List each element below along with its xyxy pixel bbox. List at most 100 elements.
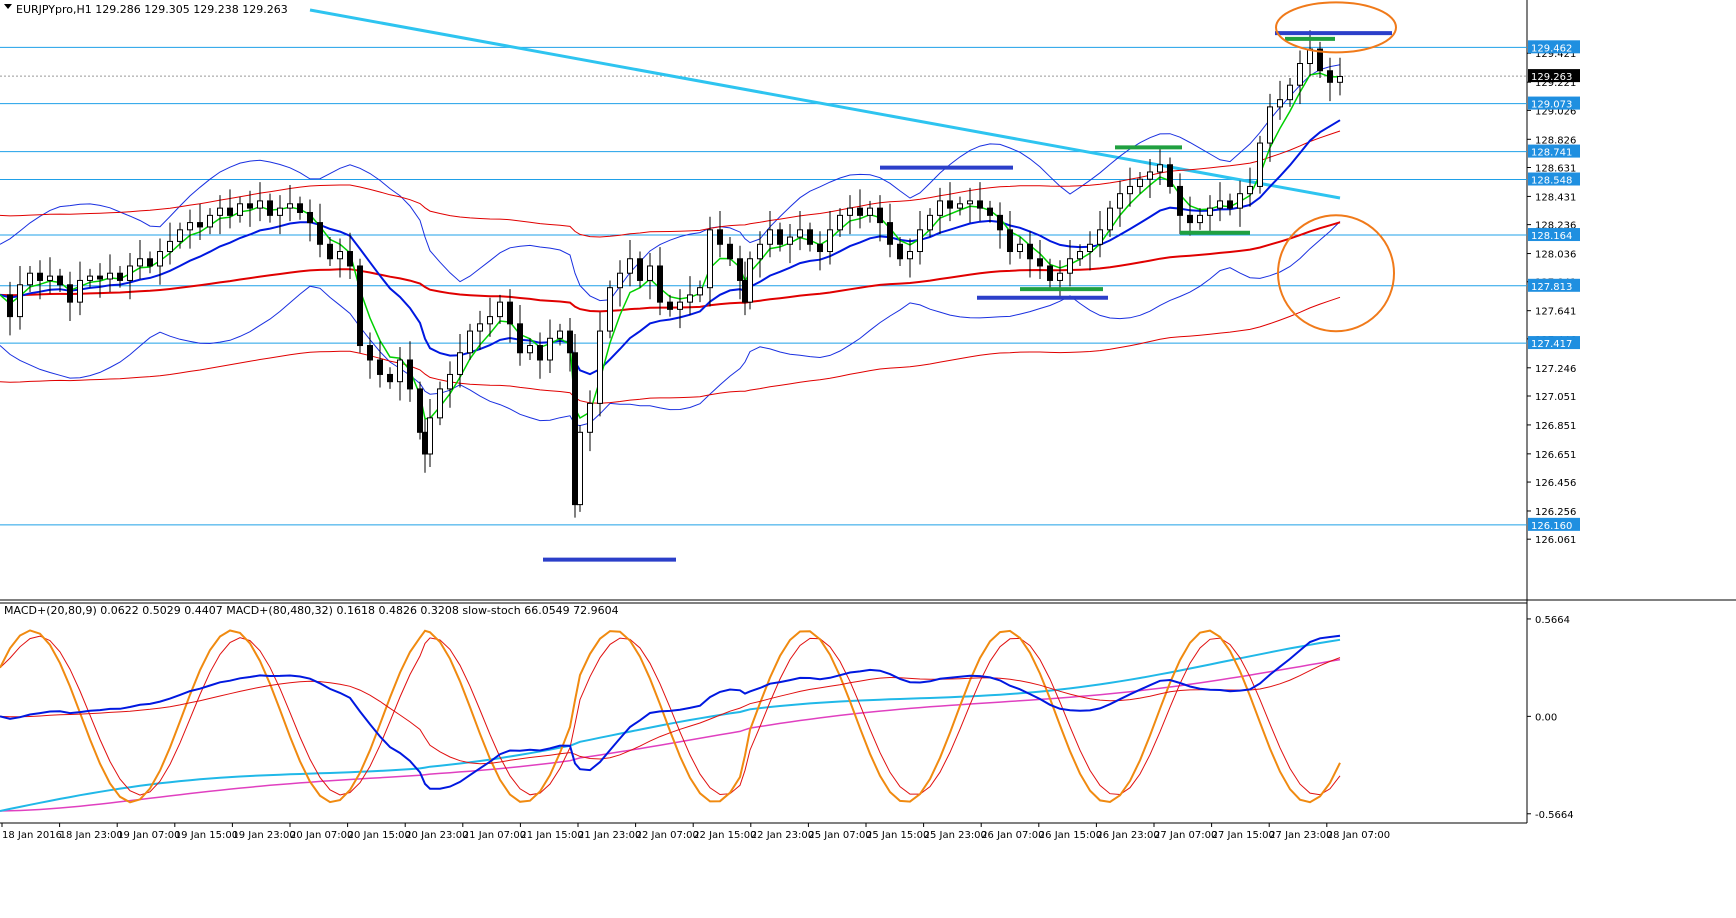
candle-bear [97,275,103,280]
current-price-tag [1528,69,1580,83]
candle-bull [577,431,583,506]
time-tick-label: 27 Jan 15:00 [1212,830,1275,841]
time-tick-label: 20 Jan 15:00 [348,830,411,841]
candle-bull [1237,193,1243,209]
time-tick-label: 22 Jan 07:00 [636,830,699,841]
price-tick-label: 127.641 [1535,307,1576,318]
candle-bull [257,200,263,209]
candle-bull [1057,272,1063,281]
candle-bear [1317,48,1323,72]
candle-bull [277,207,283,216]
candle-bear [947,200,953,209]
candle-bull [217,207,223,216]
candle-bull [1067,258,1073,274]
time-tick-label: 22 Jan 15:00 [693,830,756,841]
time-tick-label: 22 Jan 23:00 [751,830,814,841]
candle-bear [517,323,523,354]
time-tick-label: 28 Jan 07:00 [1327,830,1390,841]
candle-bear [727,243,733,260]
price-tick-label: 126.256 [1535,507,1576,518]
candle-bull [1277,99,1283,108]
candle-bull [757,243,763,260]
candle-bull [837,214,843,231]
candle-bear [1177,185,1183,216]
level-price-tag [1528,172,1580,186]
lower-band-blue [0,221,1341,427]
candle-bull [1247,185,1253,195]
candle-bear [897,243,903,260]
candle-bear [987,207,993,216]
candle-bull [867,207,873,216]
candle-bull [547,337,553,361]
candle-bear [367,345,373,361]
candle-bull [617,272,623,289]
level-price-tag [1528,96,1580,110]
candle-bull [1207,207,1213,216]
candle-bull [827,229,833,253]
candle-bear [377,359,383,375]
candle-bull [1117,193,1123,209]
candle-bull [237,203,243,216]
time-tick-label: 21 Jan 07:00 [463,830,526,841]
price-tick-label: 129.026 [1535,106,1576,117]
candle-bull [1077,251,1083,260]
candle-bull [1127,185,1133,195]
candle-bear [1167,164,1173,187]
price-tick-label: 129.221 [1535,78,1576,89]
header-arrow [4,4,12,9]
level-price-tag [1528,40,1580,54]
lower-band-red [0,296,1341,404]
main-price-panel: 129.421 129.221 129.026 128.826 128.631 128.4… [0,0,1736,841]
level-price-label: 129.462 [1531,43,1572,54]
current-price-label: 129.263 [1531,72,1572,83]
ma-mid-blue [0,119,1341,376]
candle-bull [77,279,83,303]
candle-bull [937,200,943,216]
candle-bull [707,229,713,289]
candle-bear [387,373,393,383]
time-tick-label: 26 Jan 15:00 [1039,830,1102,841]
candle-bear [297,203,303,213]
time-tick-label: 25 Jan 23:00 [924,830,987,841]
candle-bear [417,388,423,433]
candle-bear [657,265,663,303]
candle-bull [1087,243,1093,253]
candle-bear [357,265,363,347]
ma-slow-red [0,221,1341,313]
candle-bull [467,330,473,354]
candle-bull [797,229,803,238]
candle-bear [7,294,13,318]
candle-bull [597,330,603,404]
candle-bull [167,240,173,253]
candle-bear [1027,243,1033,260]
macd-long-signal [0,658,1341,812]
candle-bear [67,284,73,303]
candle-bull [1287,84,1293,101]
stoch-signal [0,635,1341,796]
candle-bear [227,207,233,216]
level-price-label: 128.741 [1531,148,1572,159]
time-tick-label: 27 Jan 07:00 [1154,830,1217,841]
candle-bear [737,258,743,281]
candle-bear [267,200,273,216]
candle-bull [607,287,613,332]
time-tick-label: 18 Jan 23:00 [60,830,123,841]
candle-bear [997,214,1003,231]
candle-bull [87,275,93,281]
candle-bear [1037,258,1043,267]
candle-bull [677,301,683,310]
level-price-label: 128.164 [1531,231,1572,242]
candle-bear [507,301,513,325]
indicator-tick-label: 0.00 [1535,712,1557,723]
time-tick-label: 20 Jan 23:00 [405,830,468,841]
time-tick-label: 27 Jan 23:00 [1269,830,1332,841]
candle-bull [207,214,213,228]
candle-bull [47,275,53,281]
candle-bear [37,272,43,281]
candle-bull [1017,243,1023,253]
candle-bull [917,229,923,253]
candle-bull [787,236,793,245]
price-tick-label: 126.851 [1535,421,1576,432]
indicator-tick-label: -0.5664 [1535,810,1574,821]
